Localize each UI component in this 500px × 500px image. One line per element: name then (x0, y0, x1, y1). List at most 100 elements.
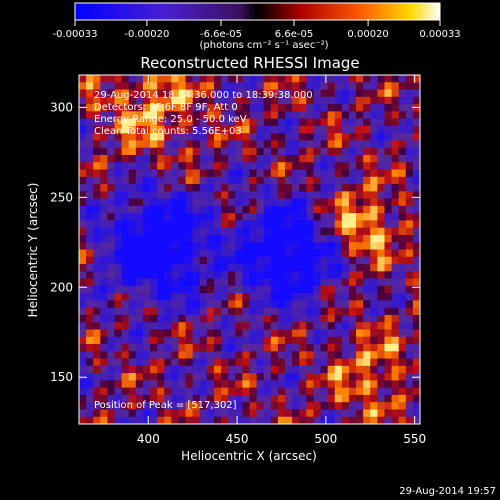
heatmap-cell (121, 387, 130, 396)
heatmap-cell (320, 234, 329, 243)
heatmap-cell (150, 329, 158, 338)
heatmap-cell (306, 198, 314, 207)
heatmap-cell (285, 264, 293, 272)
heatmap-cell (114, 300, 123, 309)
heatmap-cell (235, 191, 243, 199)
heatmap-cell (313, 256, 321, 265)
heatmap-cell (363, 285, 371, 294)
heatmap-cell (292, 227, 300, 236)
heatmap-cell (150, 387, 158, 396)
heatmap-cell (412, 125, 420, 134)
heatmap-cell (164, 205, 172, 214)
heatmap-cell (377, 89, 385, 98)
heatmap-cell (277, 329, 286, 338)
heatmap-cell (199, 104, 208, 112)
heatmap-cell (256, 271, 265, 279)
heatmap-cell (277, 176, 286, 185)
heatmap-cell (206, 162, 215, 170)
heatmap-cell (377, 380, 385, 389)
heatmap-cell (292, 89, 300, 98)
heatmap-cell (206, 234, 215, 243)
heatmap-cell (192, 322, 201, 330)
heatmap-cell (150, 307, 158, 316)
heatmap-cell (178, 184, 186, 192)
heatmap-cell (178, 271, 186, 279)
heatmap-cell (213, 373, 222, 381)
heatmap-cell (363, 387, 371, 396)
heatmap-cell (86, 314, 94, 323)
heatmap-cell (150, 96, 158, 105)
heatmap-cell (327, 278, 336, 287)
heatmap-cell (405, 293, 414, 301)
heatmap-cell (114, 416, 123, 424)
heatmap-cell (171, 220, 179, 229)
heatmap-cell (121, 373, 130, 381)
heatmap-cell (363, 176, 371, 185)
heatmap-cell (285, 133, 293, 141)
heatmap-cell (391, 264, 400, 272)
heatmap-cell (213, 380, 222, 389)
heatmap-cell (142, 220, 151, 229)
heatmap-cell (405, 162, 414, 170)
heatmap-cell (405, 82, 414, 90)
heatmap-cell (299, 300, 307, 309)
heatmap-cell (412, 184, 420, 192)
heatmap-cell (292, 198, 300, 207)
heatmap-cell (391, 205, 400, 214)
heatmap-cell (299, 118, 307, 127)
heatmap-cell (164, 344, 172, 352)
heatmap-cell (398, 104, 407, 112)
heatmap-cell (270, 264, 279, 272)
heatmap-cell (242, 278, 250, 287)
heatmap-cell (100, 293, 108, 301)
heatmap-cell (334, 205, 343, 214)
heatmap-cell (292, 344, 300, 352)
heatmap-cell (391, 329, 400, 338)
heatmap-cell (192, 176, 201, 185)
heatmap-cell (377, 373, 385, 381)
heatmap-cell (114, 242, 123, 250)
heatmap-cell (221, 373, 229, 381)
heatmap-cell (135, 394, 144, 403)
heatmap-cell (192, 125, 201, 134)
heatmap-cell (100, 154, 108, 163)
heatmap-cell (313, 140, 321, 149)
heatmap-cell (249, 285, 257, 294)
heatmap-cell (150, 373, 158, 381)
colorbar-units: (photons cm⁻² s⁻¹ asec⁻²) (199, 40, 328, 51)
heatmap-cell (157, 89, 165, 98)
heatmap-cell (256, 147, 265, 156)
heatmap-cell (313, 336, 321, 345)
heatmap-cell (334, 351, 343, 359)
clean-counts: Clean Total counts: 5.56E+03 (94, 126, 242, 137)
heatmap-cell (213, 125, 222, 134)
heatmap-cell (128, 336, 137, 345)
heatmap-cell (192, 285, 201, 294)
heatmap-cell (299, 82, 307, 90)
heatmap-cell (171, 336, 179, 345)
heatmap-cell (128, 256, 137, 265)
heatmap-cell (285, 169, 293, 178)
heatmap-cell (256, 220, 265, 229)
heatmap-cell (270, 387, 279, 396)
heatmap-cell (121, 96, 130, 105)
heatmap-cell (192, 205, 201, 214)
heatmap-cell (93, 380, 101, 389)
heatmap-cell (121, 351, 130, 359)
heatmap-cell (100, 358, 108, 367)
heatmap-cell (363, 82, 371, 90)
heatmap-cell (384, 300, 392, 309)
heatmap-cell (370, 176, 378, 185)
heatmap-cell (356, 75, 364, 83)
heatmap-cell (213, 394, 222, 403)
heatmap-cell (277, 75, 286, 83)
heatmap-cell (213, 75, 222, 83)
heatmap-cell (405, 402, 414, 410)
heatmap-cell (171, 213, 179, 221)
heatmap-cell (363, 278, 371, 287)
heatmap-cell (327, 365, 336, 374)
heatmap-cell (199, 394, 208, 403)
heatmap-cell (185, 336, 194, 345)
heatmap-cell (79, 140, 87, 149)
heatmap-cell (313, 184, 321, 192)
